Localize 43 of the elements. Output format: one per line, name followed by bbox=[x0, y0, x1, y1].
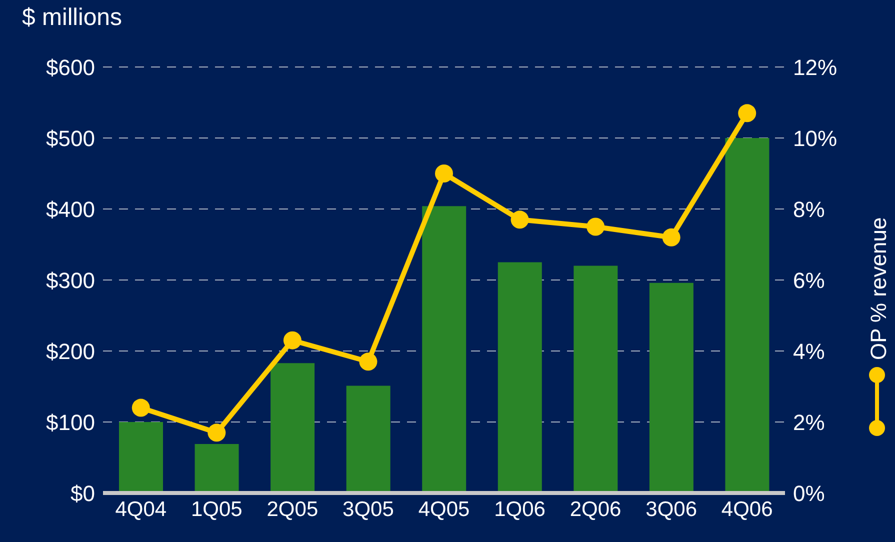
y2-tick-label: 12% bbox=[793, 54, 838, 80]
point bbox=[510, 210, 529, 229]
y-tick-label: $0 bbox=[70, 480, 95, 506]
bar bbox=[270, 363, 315, 493]
y-tick-label: $300 bbox=[46, 268, 95, 293]
y2-tick-label: 0% bbox=[793, 480, 825, 506]
bar bbox=[119, 422, 163, 493]
y-tick-label: $500 bbox=[46, 126, 95, 151]
y-tick-label: $200 bbox=[46, 338, 95, 364]
bar bbox=[574, 266, 618, 493]
y2-tick-label: 10% bbox=[793, 126, 838, 151]
y2-tick-label: 6% bbox=[793, 268, 825, 293]
x-tick-label: 1Q06 bbox=[494, 498, 546, 521]
y-axis-title: $ millions bbox=[22, 4, 122, 32]
bar bbox=[498, 262, 542, 493]
point bbox=[662, 228, 680, 246]
x-tick-label: 1Q05 bbox=[190, 498, 242, 521]
y2-tick-label: 8% bbox=[793, 196, 825, 222]
y2-tick-label: 4% bbox=[793, 338, 825, 364]
x-tick-label: 3Q06 bbox=[646, 498, 698, 521]
bar bbox=[725, 138, 770, 493]
y-tick-label: $400 bbox=[46, 196, 95, 222]
bar bbox=[422, 206, 466, 493]
point bbox=[283, 331, 302, 350]
x-tick-label: 4Q04 bbox=[115, 498, 167, 521]
point bbox=[208, 424, 226, 442]
point bbox=[586, 218, 605, 236]
bar bbox=[649, 282, 694, 493]
point bbox=[359, 352, 378, 371]
y2-tick-label: 2% bbox=[793, 410, 825, 435]
bar bbox=[194, 444, 239, 493]
x-tick-label: 4Q05 bbox=[418, 498, 470, 521]
x-tick-label: 3Q05 bbox=[342, 498, 394, 521]
bar bbox=[346, 386, 390, 493]
x-tick-label: 2Q06 bbox=[570, 498, 622, 521]
x-tick-label: 4Q06 bbox=[721, 498, 773, 521]
x-tick-label: 2Q05 bbox=[266, 498, 318, 521]
point bbox=[132, 398, 150, 417]
point bbox=[738, 104, 756, 122]
y-tick-label: $100 bbox=[46, 410, 95, 435]
y-tick-label: $600 bbox=[46, 54, 95, 80]
point bbox=[435, 164, 453, 182]
text: OP % revenue bbox=[866, 217, 891, 360]
